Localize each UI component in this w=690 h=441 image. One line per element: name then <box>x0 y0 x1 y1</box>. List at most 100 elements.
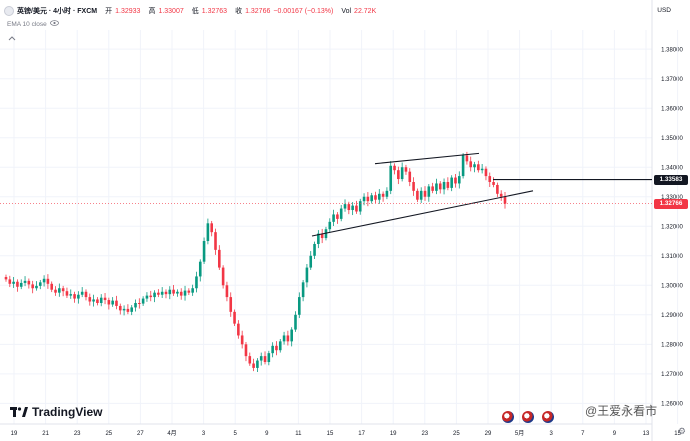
flag-icon[interactable] <box>542 411 554 423</box>
candle-body <box>58 288 61 293</box>
x-tick-label: 9 <box>265 431 269 437</box>
y-tick-label: 1.30000 <box>661 283 683 289</box>
candle-body <box>141 298 145 304</box>
candle-body <box>221 267 225 286</box>
upper-trendline <box>374 152 480 165</box>
candle-body <box>187 290 191 293</box>
candle-body <box>256 360 259 368</box>
candle-body <box>240 335 244 345</box>
candle-body <box>130 307 134 312</box>
collapse-icon[interactable] <box>8 34 16 43</box>
x-tick-label: 5月 <box>515 430 524 437</box>
candle-body <box>450 177 453 188</box>
candle-body <box>50 283 54 290</box>
open-value: 1.32933 <box>115 7 141 15</box>
x-tick-label: 5 <box>234 431 238 437</box>
y-tick-label: 1.26000 <box>661 402 683 408</box>
candle-body <box>157 292 160 295</box>
candle-body <box>473 164 476 168</box>
lower-trendline <box>311 190 534 237</box>
candle-body <box>153 292 156 298</box>
vol-label: Vol <box>341 7 352 15</box>
event-flags <box>502 411 554 423</box>
candle-body <box>99 297 103 303</box>
candle-body <box>313 243 316 256</box>
y-tick-label: 1.33000 <box>661 195 683 201</box>
candle-body <box>134 302 137 308</box>
y-tick-label: 1.31000 <box>661 254 683 260</box>
candle-body <box>484 168 488 177</box>
indicator-row: EMA 10 close <box>7 20 59 28</box>
candle-body <box>332 214 335 222</box>
candle-body <box>118 305 122 311</box>
candle-body <box>404 167 408 172</box>
change-value: −0.00167 (−0.13%) <box>273 7 334 15</box>
candle-body <box>446 181 450 188</box>
candle-body <box>294 314 297 330</box>
candle-body <box>301 282 305 298</box>
low-value: 1.32763 <box>201 7 228 15</box>
eye-icon[interactable] <box>49 20 59 28</box>
horizontal-line-price-label: 1.33583 <box>654 174 688 185</box>
candle-body <box>248 356 252 364</box>
candle-body <box>77 294 80 299</box>
x-tick-label: 25 <box>105 431 112 437</box>
close-label: 收 <box>235 8 243 15</box>
x-tick-label: 9 <box>613 431 617 437</box>
y-tick-label: 1.36000 <box>661 106 683 112</box>
candle-body <box>381 193 385 197</box>
candle-body <box>107 300 111 305</box>
candle-body <box>480 168 484 171</box>
candle-body <box>65 291 69 296</box>
y-tick-label: 1.38000 <box>661 47 683 53</box>
candle-body <box>358 201 362 212</box>
flag-icon[interactable] <box>502 411 514 423</box>
x-tick-label: 21 <box>42 431 49 437</box>
currency-selector[interactable]: USD <box>657 7 671 14</box>
x-tick-label: 29 <box>485 431 492 437</box>
x-tick-label: 13 <box>643 431 650 437</box>
candle-body <box>210 223 213 233</box>
candle-body <box>8 279 12 284</box>
settings-icon[interactable]: ⚙ <box>677 426 686 436</box>
y-tick-label: 1.27000 <box>661 372 683 378</box>
candle-body <box>336 214 339 219</box>
candle-body <box>46 278 50 284</box>
y-tick-label: 1.35000 <box>661 136 683 142</box>
candle-body <box>263 356 267 363</box>
candle-body <box>84 291 88 298</box>
indicator-label[interactable]: EMA 10 close <box>7 20 47 28</box>
x-tick-label: 17 <box>358 431 365 437</box>
candle-body <box>397 170 400 180</box>
tradingview-logo[interactable]: TradingView <box>10 405 102 419</box>
flag-icon[interactable] <box>522 411 534 423</box>
candle-body <box>400 167 404 180</box>
candle-body <box>355 205 358 212</box>
x-tick-label: 3 <box>550 431 554 437</box>
candle-body <box>96 299 99 303</box>
candle-body <box>492 181 495 185</box>
candle-body <box>503 196 507 204</box>
symbol-title[interactable]: 英镑/美元 · 4小时 · FXCM <box>17 8 98 15</box>
candle-body <box>27 280 31 285</box>
low-label: 低 <box>191 8 199 15</box>
candle-body <box>31 284 34 289</box>
candle-body <box>191 288 194 293</box>
candle-body <box>393 165 396 171</box>
candle-body <box>499 193 503 197</box>
candle-body <box>309 255 313 268</box>
candle-body <box>12 281 15 284</box>
candle-body <box>252 363 255 368</box>
candle-body <box>237 323 240 336</box>
candle-body <box>461 155 465 177</box>
candle-body <box>423 190 427 197</box>
x-tick-label: 7 <box>581 431 585 437</box>
x-tick-label: 23 <box>421 431 428 437</box>
candle-body <box>172 289 175 294</box>
candle-body <box>374 195 377 200</box>
candle-body <box>469 161 473 168</box>
candle-body <box>229 297 233 312</box>
candle-body <box>347 204 351 211</box>
